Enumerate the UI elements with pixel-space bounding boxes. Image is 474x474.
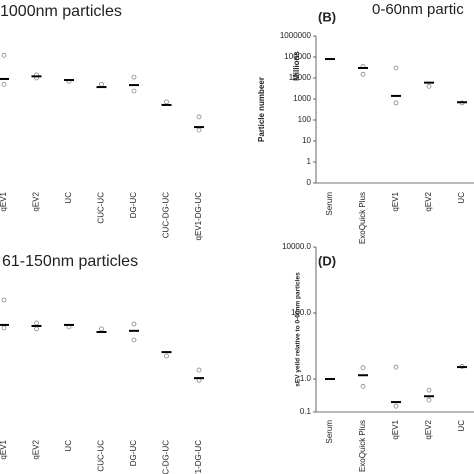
y-axis-label: sEV yeild relative to 0-60nm particles: [295, 272, 302, 387]
data-point: [131, 321, 137, 327]
x-tick-label: CUC-DG-UC: [162, 192, 171, 238]
y-tick-label: 0: [307, 178, 312, 187]
x-tick-label: Serum: [325, 420, 334, 444]
x-tick-label: qEV2: [424, 419, 433, 439]
x-tick-label: CUC-UC: [97, 192, 106, 224]
x-tick-label: qEV2: [32, 439, 41, 459]
data-point: [34, 320, 39, 326]
y-tick-label: 100.0: [291, 308, 312, 317]
data-point: [99, 81, 104, 87]
x-tick-label: qEV1: [0, 439, 8, 459]
data-point: [131, 337, 137, 343]
x-tick-label: qEV1: [391, 419, 400, 439]
x-tick-label: qEV1: [0, 191, 8, 211]
x-tick-label: qEV1-DG-UC: [194, 440, 203, 474]
data-point: [393, 65, 399, 71]
x-tick-label: Serum: [325, 192, 334, 216]
chart-title: 0-60nm partic: [372, 1, 464, 18]
y-tick-label: 0.1: [300, 407, 312, 416]
x-tick-label: qEV1-DG-UC: [194, 192, 203, 241]
x-tick-label: DG-UC: [129, 192, 138, 218]
y-tick-label: 10000: [289, 73, 312, 82]
chart-title: 61-150nm particles: [2, 253, 138, 270]
y-tick-label: 1: [307, 157, 312, 166]
x-tick-label: UC: [457, 192, 466, 204]
y-tick-label: 10: [302, 136, 311, 145]
data-point: [164, 99, 169, 105]
chart-title: 1000nm particles: [0, 3, 122, 20]
data-point: [164, 353, 169, 359]
data-point: [393, 100, 399, 106]
data-point: [360, 365, 366, 371]
data-point: [196, 114, 202, 120]
data-point: [99, 326, 104, 332]
x-tick-label: ExoQuick Plus: [358, 192, 367, 244]
y-tick-label: 10000.0: [282, 242, 311, 251]
data-point: [1, 52, 7, 58]
data-point: [426, 83, 432, 89]
y-axis-label: Particle numbeer: [257, 77, 266, 142]
x-tick-label: CUC-DG-UC: [162, 440, 171, 474]
y-tick-label: 1000000: [280, 31, 312, 40]
x-tick-label: qEV2: [32, 191, 41, 211]
panel-label: (B): [318, 9, 336, 24]
data-point: [426, 387, 432, 393]
data-point: [393, 403, 399, 409]
data-point: [426, 397, 432, 403]
data-point: [1, 81, 7, 87]
panel-label: (D): [318, 253, 336, 268]
y-tick-label: 100000: [284, 52, 311, 61]
data-point: [360, 383, 366, 389]
data-point: [393, 364, 399, 370]
data-point: [131, 74, 137, 80]
y-axis-unit: Millions: [292, 51, 301, 81]
x-tick-label: UC: [64, 192, 73, 204]
x-tick-label: DG-UC: [129, 440, 138, 466]
data-point: [196, 127, 202, 133]
data-point: [1, 297, 7, 303]
data-point: [34, 326, 39, 332]
x-tick-label: UC: [457, 420, 466, 432]
data-point: [196, 367, 202, 373]
x-tick-label: qEV2: [424, 191, 433, 211]
data-point: [1, 325, 7, 331]
data-point: [131, 88, 137, 94]
x-tick-label: ExoQuick Plus: [358, 420, 367, 472]
x-tick-label: UC: [64, 440, 73, 452]
y-tick-label: 1000: [293, 94, 311, 103]
data-point: [360, 71, 366, 77]
y-tick-label: 1.0: [300, 374, 312, 383]
x-tick-label: CUC-UC: [97, 440, 106, 472]
x-tick-label: qEV1: [391, 191, 400, 211]
y-tick-label: 100: [298, 115, 312, 124]
